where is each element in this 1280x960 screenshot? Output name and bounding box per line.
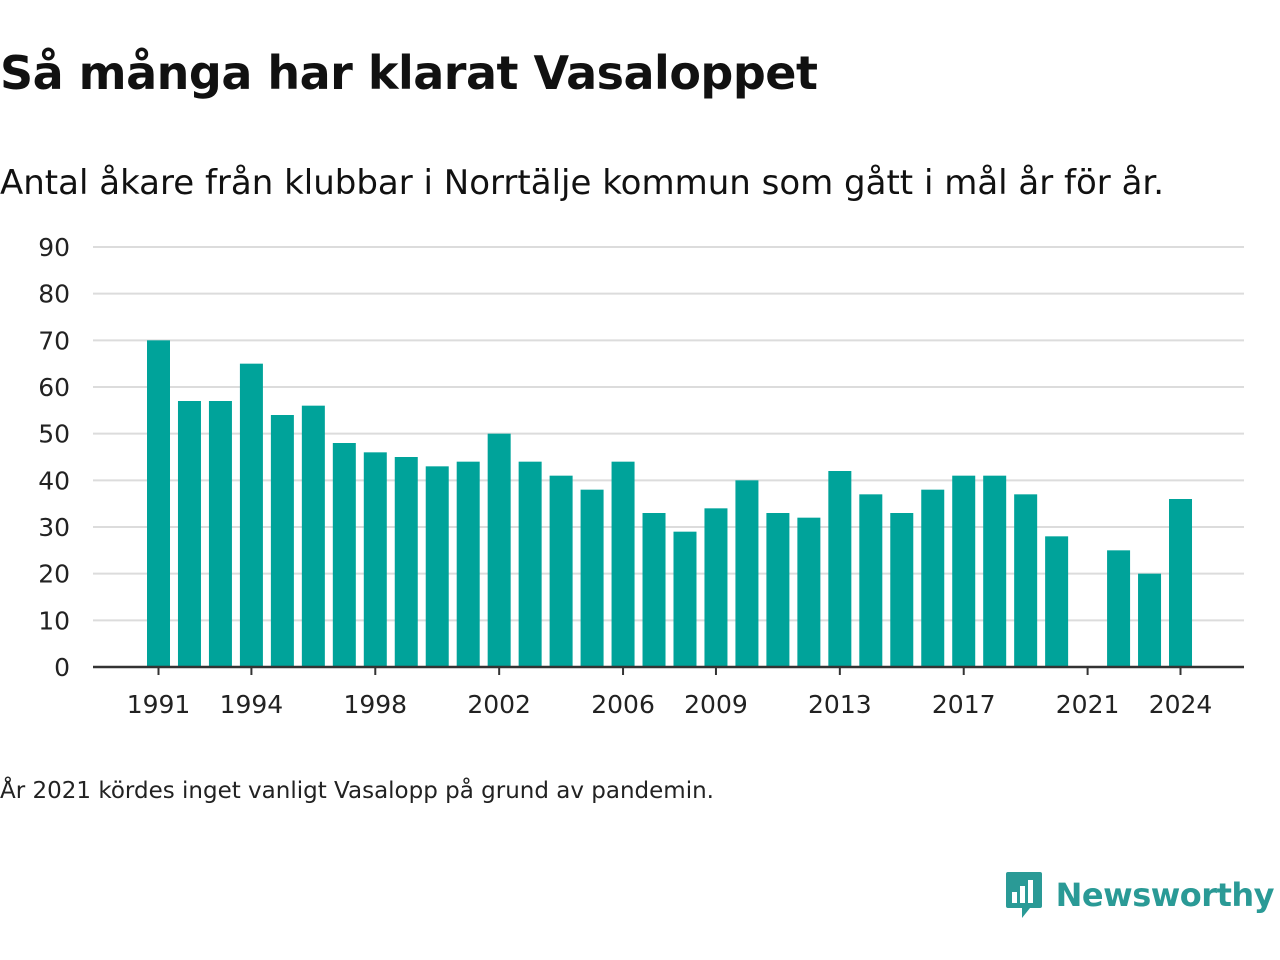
bar-2003: [518, 461, 542, 667]
y-tick-label: 70: [38, 326, 70, 355]
bar-1994: [239, 363, 263, 667]
bar-2002: [487, 433, 511, 667]
brand-name: Newsworthy: [1055, 876, 1275, 914]
bar-1992: [177, 401, 201, 667]
x-tick-label: 2006: [591, 690, 655, 719]
bar-2012: [797, 517, 821, 667]
bar-2015: [890, 513, 914, 667]
bar-1996: [301, 405, 325, 667]
y-axis-ticks: 0 10 20 30 40 50 60 70 80 90: [38, 233, 70, 682]
chart-title: Så många har klarat Vasaloppet: [0, 46, 818, 100]
bar-2009: [704, 508, 728, 667]
bar-2005: [580, 489, 604, 667]
y-tick-label: 90: [38, 233, 70, 262]
x-tick-label: 2013: [808, 690, 872, 719]
footnote: År 2021 kördes inget vanligt Vasalopp på…: [0, 778, 714, 804]
y-tick-label: 50: [38, 420, 70, 449]
y-tick-label: 20: [38, 560, 70, 589]
bar-1998: [363, 452, 387, 667]
bar-2016: [921, 489, 945, 667]
x-axis: 1991 1994 1998 2002 2006 2009 2013 2017 2021 2024: [93, 665, 1244, 719]
x-tick-label: 2017: [932, 690, 996, 719]
chart-subtitle: Antal åkare från klubbar i Norrtälje kom…: [0, 163, 1165, 203]
bar-2023: [1138, 573, 1162, 667]
y-tick-label: 80: [38, 280, 70, 309]
bar-2014: [859, 494, 883, 667]
brand: Newsworthy: [1002, 868, 1275, 922]
bar-2018: [983, 475, 1007, 667]
x-tick-label: 1991: [127, 690, 191, 719]
bar-2017: [952, 475, 976, 667]
x-tick-label: 2021: [1056, 690, 1120, 719]
bar-1993: [208, 401, 232, 667]
bar-2011: [766, 513, 790, 667]
bar-2004: [549, 475, 573, 667]
grid-lines: [93, 246, 1244, 622]
bar-2013: [828, 471, 852, 667]
bar-2010: [735, 480, 759, 667]
x-tick-label: 1994: [220, 690, 284, 719]
y-tick-label: 40: [38, 466, 70, 495]
bars: [147, 340, 1193, 667]
x-tick-label: 2009: [684, 690, 748, 719]
bar-2000: [425, 466, 449, 667]
bar-1999: [394, 457, 418, 667]
y-tick-label: 10: [38, 606, 70, 635]
bar-2020: [1045, 536, 1069, 667]
bar-1997: [332, 443, 356, 667]
bar-chart: 0 10 20 30 40 50 60 70 80 90 1991 1994 1998 2002 2006…: [38, 233, 1244, 719]
bar-2019: [1014, 494, 1038, 667]
y-tick-label: 30: [38, 513, 70, 542]
y-tick-label: 60: [38, 373, 70, 402]
x-tick-label: 2002: [467, 690, 531, 719]
bar-2006: [611, 461, 635, 667]
bar-1995: [270, 415, 294, 667]
bar-2024: [1169, 499, 1193, 667]
newsworthy-logo-icon: [1005, 872, 1042, 918]
x-tick-label: 1998: [343, 690, 407, 719]
y-tick-label: 0: [54, 653, 70, 682]
bar-2022: [1107, 550, 1131, 667]
bar-2008: [673, 531, 697, 667]
x-tick-label: 2024: [1149, 690, 1213, 719]
bar-2001: [456, 461, 480, 667]
bar-1991: [147, 340, 170, 667]
bar-2007: [642, 513, 666, 667]
